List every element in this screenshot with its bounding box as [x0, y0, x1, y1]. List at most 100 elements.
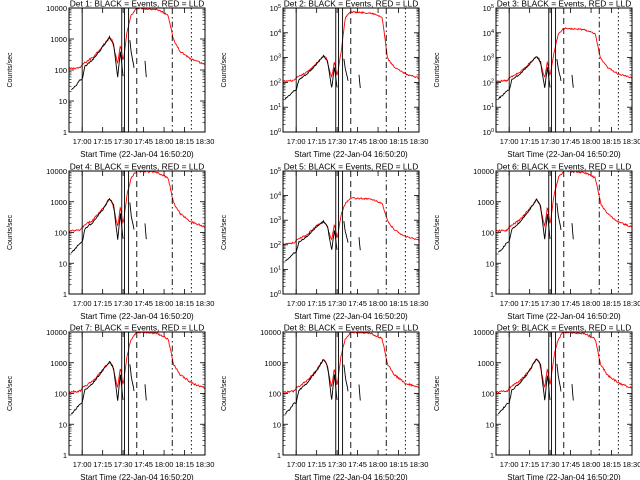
y-tick-label: 10000: [260, 328, 281, 337]
plot-frame: [68, 331, 206, 456]
x-tick-label: 18:15: [389, 299, 408, 308]
y-axis-label: Counts/sec: [434, 52, 441, 88]
panel-title: Det 8: BLACK = Events, RED = LLD: [284, 323, 419, 333]
events-series-line-segment: [556, 58, 562, 81]
x-tick-label: 17:45: [134, 137, 153, 146]
events-series-line-segment: [129, 364, 135, 392]
y-tick-label: 1000: [50, 35, 67, 44]
x-tick-label: 17:45: [561, 137, 580, 146]
x-tick-label: 17:00: [500, 299, 519, 308]
x-tick-label: 17:15: [520, 460, 539, 469]
x-tick-label: 17:00: [287, 137, 306, 146]
x-tick-label: 17:45: [348, 299, 367, 308]
y-tick-label: 10000: [473, 328, 494, 337]
y-axis-label: Counts/sec: [7, 214, 14, 250]
y-tick-label: 1: [490, 451, 494, 460]
y-tick-label: 10: [486, 259, 494, 268]
y-axis-label: Counts/sec: [7, 52, 14, 88]
x-tick-label: 18:15: [175, 137, 194, 146]
x-tick-label: 17:45: [561, 460, 580, 469]
events-series-line-segment: [343, 364, 349, 392]
events-series-line: [497, 358, 551, 415]
x-tick-label: 18:30: [196, 299, 215, 308]
y-axis-label: Counts/sec: [221, 52, 228, 88]
panel-title: Det 9: BLACK = Events, RED = LLD: [497, 323, 632, 333]
x-tick-label: 18:15: [602, 137, 621, 146]
x-tick-label: 18:00: [155, 137, 174, 146]
x-tick-label: 18:30: [410, 460, 429, 469]
x-axis-label: Start Time (22-Jan-04 16:50:20): [294, 473, 408, 480]
x-tick-label: 18:00: [155, 460, 174, 469]
x-tick-label: 17:45: [561, 299, 580, 308]
x-tick-label: 18:00: [582, 137, 601, 146]
events-series-line-segment: [571, 384, 574, 401]
y-tick-label: 100: [54, 229, 67, 238]
y-tick-label: 1000: [477, 198, 494, 207]
y-tick-label: 1000: [50, 198, 67, 207]
y-tick-label: 10000: [46, 4, 67, 13]
x-tick-label: 17:00: [287, 460, 306, 469]
plot-frame: [282, 331, 420, 456]
lld-series-line: [69, 171, 205, 233]
y-tick-label: 101: [270, 265, 281, 274]
events-series-line-segment: [343, 221, 349, 243]
x-tick-label: 18:00: [369, 460, 388, 469]
events-series-line: [498, 56, 551, 100]
x-tick-label: 18:00: [369, 299, 388, 308]
x-tick-label: 18:30: [410, 299, 429, 308]
events-series-line-segment: [129, 202, 135, 230]
events-series-line: [70, 360, 124, 415]
x-axis-label: Start Time (22-Jan-04 16:50:20): [294, 312, 408, 321]
events-series-line-segment: [144, 60, 147, 78]
y-tick-label: 100: [268, 390, 281, 399]
x-tick-label: 18:30: [623, 460, 640, 469]
x-tick-label: 18:15: [602, 299, 621, 308]
x-axis-label: Start Time (22-Jan-04 16:50:20): [294, 150, 408, 159]
x-tick-label: 17:15: [93, 299, 112, 308]
x-tick-label: 17:00: [500, 137, 519, 146]
x-tick-label: 18:15: [389, 137, 408, 146]
y-tick-label: 105: [483, 4, 494, 13]
events-series-line-segment: [129, 40, 135, 68]
plot-frame: [282, 7, 420, 133]
y-tick-label: 1000: [477, 359, 494, 368]
panel-title: Det 4: BLACK = Events, RED = LLD: [70, 162, 205, 172]
panel-title: Det 1: BLACK = Events, RED = LLD: [70, 0, 205, 9]
x-tick-label: 17:30: [328, 460, 347, 469]
y-tick-label: 1: [490, 290, 494, 299]
y-tick-label: 10: [59, 97, 67, 106]
plot-frame: [68, 170, 206, 295]
panel-det-3: Det 3: BLACK = Events, RED = LLD Counts/s…: [434, 0, 640, 159]
x-tick-label: 17:00: [73, 299, 92, 308]
x-tick-label: 17:30: [541, 137, 560, 146]
x-tick-label: 17:00: [73, 137, 92, 146]
plot-frame: [495, 170, 633, 295]
plot-frame: [282, 170, 420, 295]
x-axis-label: Start Time (22-Jan-04 16:50:20): [80, 150, 194, 159]
y-tick-label: 104: [270, 192, 281, 201]
events-series-line: [71, 35, 124, 91]
panel-det-9: Det 9: BLACK = Events, RED = LLD Counts/s…: [434, 323, 640, 480]
events-series-line-segment: [571, 74, 574, 88]
x-axis-label: Start Time (22-Jan-04 16:50:20): [507, 312, 621, 321]
x-tick-label: 18:30: [623, 299, 640, 308]
x-tick-label: 17:30: [114, 460, 133, 469]
plot-frame: [68, 7, 206, 133]
events-series-line-segment: [571, 223, 574, 240]
events-series-line-segment: [556, 203, 562, 230]
events-series-line: [284, 359, 338, 415]
panel-title: Det 3: BLACK = Events, RED = LLD: [497, 0, 632, 9]
events-series-line: [497, 198, 551, 253]
y-tick-label: 1000: [50, 359, 67, 368]
y-tick-label: 1: [63, 451, 67, 460]
x-tick-label: 17:15: [93, 137, 112, 146]
x-tick-label: 17:15: [520, 299, 539, 308]
x-tick-label: 17:30: [328, 299, 347, 308]
events-series-line-segment: [358, 237, 361, 251]
x-tick-label: 17:45: [134, 299, 153, 308]
events-series-line-segment: [144, 384, 147, 401]
y-tick-label: 100: [54, 390, 67, 399]
panel-title: Det 6: BLACK = Events, RED = LLD: [497, 162, 632, 172]
x-tick-label: 17:15: [93, 460, 112, 469]
